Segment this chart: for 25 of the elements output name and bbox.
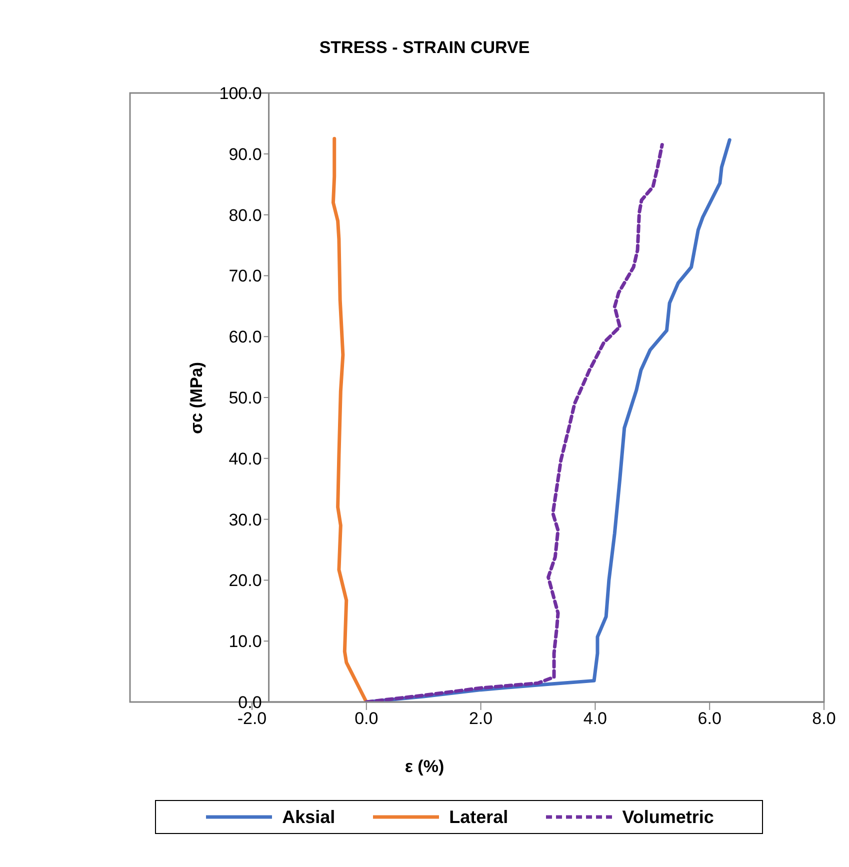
line-series bbox=[331, 136, 368, 702]
y-tick-label: 80.0 bbox=[228, 206, 262, 225]
y-tick-label: 30.0 bbox=[228, 510, 262, 530]
legend-label: Aksial bbox=[282, 806, 336, 828]
y-tick-label: 50.0 bbox=[228, 388, 262, 408]
y-tick-label: 90.0 bbox=[228, 144, 262, 164]
y-tick-label: 60.0 bbox=[228, 328, 262, 347]
x-axis-title: ε (%) bbox=[404, 757, 446, 777]
y-tick-label: 100.0 bbox=[219, 84, 262, 103]
line-series bbox=[364, 143, 664, 702]
x-tick-label: 2.0 bbox=[468, 709, 493, 728]
y-axis-title: σc (MPa) bbox=[186, 360, 207, 436]
chart-title: STRESS - STRAIN CURVE bbox=[318, 38, 531, 58]
y-tick-label: 10.0 bbox=[228, 632, 262, 652]
y-tick-label: 40.0 bbox=[228, 449, 262, 468]
x-tick-label: 8.0 bbox=[812, 709, 836, 728]
legend-label: Lateral bbox=[449, 806, 508, 828]
y-tick-label: 70.0 bbox=[228, 266, 262, 286]
x-tick-label: 6.0 bbox=[698, 709, 722, 728]
legend-label: Volumetric bbox=[622, 806, 714, 828]
y-tick-label: 0.0 bbox=[238, 693, 262, 712]
y-tick-label: 20.0 bbox=[228, 571, 262, 590]
x-tick-label: 4.0 bbox=[583, 709, 608, 728]
x-tick-label: -2.0 bbox=[237, 709, 267, 728]
x-tick-label: 0.0 bbox=[354, 709, 378, 728]
